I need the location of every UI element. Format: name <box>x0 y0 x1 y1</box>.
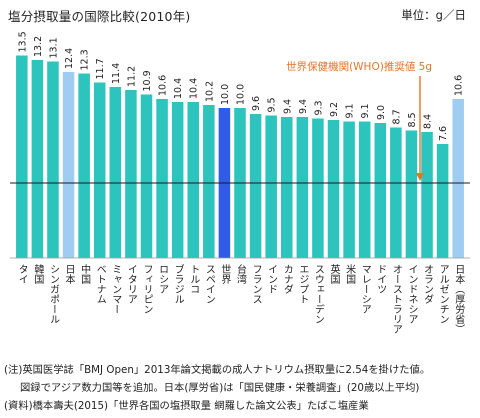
value-label-10: 10.6 <box>158 75 169 96</box>
bar-23 <box>358 121 371 258</box>
unit-label: 単位：g／日 <box>401 8 466 22</box>
bar-9 <box>140 94 153 258</box>
bar-22 <box>343 121 355 258</box>
bar-2 <box>31 60 44 258</box>
bar-13 <box>203 105 215 258</box>
value-label-29: 10.6 <box>454 75 465 96</box>
value-label-24: 9.0 <box>376 105 387 120</box>
value-label-11: 10.4 <box>173 78 184 99</box>
bar-29 <box>452 99 464 258</box>
value-label-16: 9.6 <box>251 96 262 111</box>
value-label-8: 11.2 <box>126 66 137 87</box>
bar-19 <box>296 117 309 258</box>
value-label-28: 7.6 <box>438 126 449 141</box>
who-annotation-label: 世界保健機関(WHO)推奨値 5g <box>286 60 432 73</box>
category-label-16: フランス <box>250 264 261 304</box>
bar-16 <box>249 114 262 258</box>
category-label-12: トルコ <box>188 264 200 294</box>
bar-24 <box>374 123 387 258</box>
value-label-20: 9.3 <box>313 100 324 115</box>
category-label-13: スペイン <box>203 264 215 304</box>
chart-title: 塩分摂取量の国際比較(2010年) <box>8 9 191 24</box>
value-label-7: 11.4 <box>111 63 122 84</box>
bar-26 <box>405 130 418 258</box>
value-label-17: 9.5 <box>267 97 278 112</box>
category-label-11: ブラジル <box>172 263 184 304</box>
category-label-25: オーストラリア <box>390 264 401 334</box>
source-line: (資料)橋本壽夫(2015)「世界各国の塩摂取量 網羅した論文公表」たばこ塩産業 <box>4 400 369 412</box>
value-label-27: 8.4 <box>423 114 434 129</box>
category-label-4: 日本 <box>63 264 75 285</box>
bar-27 <box>421 132 433 258</box>
bar-28 <box>436 144 449 258</box>
category-label-9: フィリピン <box>141 264 152 314</box>
value-label-19: 9.4 <box>298 99 309 114</box>
bar-11 <box>171 102 184 258</box>
bar-12 <box>187 102 199 258</box>
bar-5 <box>78 73 90 258</box>
value-label-23: 9.1 <box>360 103 371 118</box>
category-label-26: インドネシア <box>406 264 418 324</box>
category-label-28: アルゼンチン <box>437 264 449 324</box>
value-label-12: 10.4 <box>189 78 200 99</box>
bar-6 <box>93 82 106 258</box>
bar-21 <box>327 120 340 258</box>
category-label-18: カナダ <box>281 264 293 294</box>
who-arrow-head <box>416 173 424 181</box>
value-label-2: 13.2 <box>33 36 44 57</box>
category-label-17: インド <box>266 264 278 294</box>
category-label-22: 米国 <box>344 263 356 285</box>
category-label-15: 台湾 <box>235 263 247 285</box>
value-label-25: 8.7 <box>391 109 402 124</box>
bar-3 <box>47 61 59 258</box>
category-label-20: スウェーデン <box>312 264 324 324</box>
value-label-4: 12.4 <box>64 48 75 69</box>
note-line-1: (注)英国医学誌「BMJ Open」2013年論文掲載の成人ナトリウム摂取量に2… <box>4 364 431 376</box>
category-label-10: ロシア <box>157 264 168 294</box>
value-label-21: 9.2 <box>329 102 340 117</box>
bar-1 <box>16 55 28 258</box>
category-label-7: ミャンマー <box>110 264 121 314</box>
category-label-5: 中国 <box>79 263 91 285</box>
value-label-22: 9.1 <box>345 103 356 118</box>
category-label-14: 世界 <box>219 264 231 285</box>
value-label-1: 13.5 <box>17 31 28 52</box>
category-labels-group: タイ 韓国 シンガポール 日本 中国 ベトナム ミャンマー イタリア フィリピン ロシア ブラジルト… <box>16 263 464 334</box>
bar-10 <box>156 99 168 258</box>
bar-4 <box>62 72 75 258</box>
value-label-3: 13.1 <box>48 37 59 58</box>
category-label-27: オランダ <box>422 264 434 304</box>
value-label-13: 10.2 <box>204 81 215 102</box>
category-label-2: 韓国 <box>32 264 44 285</box>
category-label-19: エジプト <box>297 264 309 304</box>
value-label-9: 10.9 <box>142 70 153 91</box>
value-label-18: 9.4 <box>282 99 293 114</box>
value-labels-group: 13.5 13.2 13.1 12.4 12.3 11.7 11.4 11.2 10.9 10.6… <box>17 31 464 141</box>
value-label-26: 8.5 <box>407 112 418 127</box>
bar-20 <box>312 118 324 258</box>
category-label-23: マレーシア <box>359 264 370 314</box>
bars-group <box>16 55 464 258</box>
category-label-8: イタリア <box>125 264 137 304</box>
bar-25 <box>390 127 402 258</box>
category-label-1: タイ <box>16 264 28 284</box>
bar-17 <box>265 115 277 258</box>
category-label-21: 英国 <box>328 263 340 285</box>
bar-18 <box>280 117 293 258</box>
bar-chart: 13.5 13.2 13.1 12.4 12.3 11.7 11.4 11.2 10.9 10.6… <box>10 31 470 334</box>
bar-8 <box>125 90 137 258</box>
category-label-6: ベトナム <box>94 264 106 304</box>
category-label-29: 日本（厚労省） <box>453 264 465 334</box>
bar-7 <box>109 87 122 258</box>
note-line-2: 図録でアジア数力国等を追加。日本(厚労省)は「国民健康・栄養調査」(20歳以上平… <box>20 382 420 394</box>
category-label-3: シンガポール <box>47 264 59 324</box>
value-label-14: 10.0 <box>220 84 231 105</box>
value-label-15: 10.0 <box>236 84 247 105</box>
category-label-24: ドイツ <box>375 264 387 294</box>
value-label-6: 11.7 <box>95 58 106 79</box>
value-label-5: 12.3 <box>80 49 91 70</box>
